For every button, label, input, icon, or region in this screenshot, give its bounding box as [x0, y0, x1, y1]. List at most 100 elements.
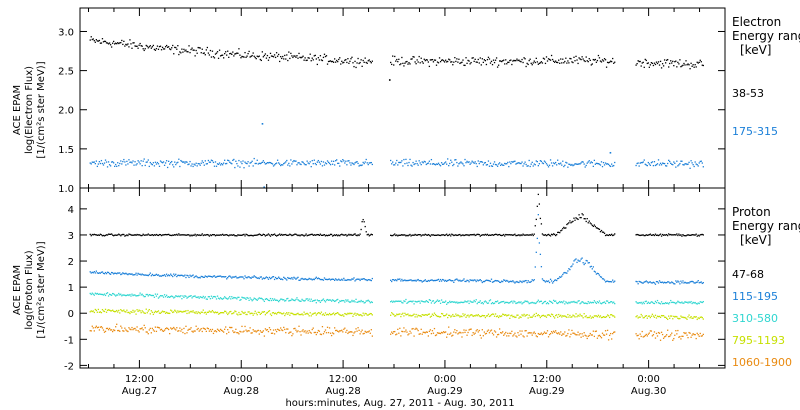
- data-point: [574, 316, 576, 318]
- proton-legend-entry-310-580: 310-580: [732, 312, 778, 325]
- data-point: [606, 314, 609, 316]
- data-point: [580, 315, 582, 317]
- data-point: [293, 159, 295, 162]
- data-point: [358, 62, 360, 65]
- data-point: [668, 303, 670, 305]
- data-point: [404, 300, 406, 303]
- data-point: [544, 315, 547, 317]
- data-point: [114, 311, 116, 313]
- data-point: [301, 313, 303, 315]
- data-point: [95, 293, 97, 295]
- data-point: [435, 315, 438, 317]
- data-point: [490, 314, 493, 316]
- data-point: [417, 61, 419, 63]
- y-tick-label: 2.0: [58, 106, 74, 117]
- data-point: [335, 234, 337, 237]
- data-point: [358, 300, 360, 302]
- data-point: [233, 158, 235, 161]
- data-point: [213, 275, 216, 277]
- data-point: [175, 273, 177, 275]
- data-point: [272, 165, 275, 167]
- data-point: [343, 61, 345, 64]
- data-point: [200, 311, 202, 313]
- data-point: [293, 313, 295, 316]
- data-point: [563, 62, 565, 64]
- data-point: [474, 161, 476, 163]
- data-point: [409, 330, 411, 332]
- data-point: [420, 163, 422, 166]
- data-point: [106, 309, 109, 312]
- data-point: [678, 164, 680, 166]
- data-point: [525, 300, 527, 303]
- data-point: [151, 234, 154, 236]
- data-point: [172, 234, 174, 236]
- data-point: [451, 301, 453, 303]
- data-point: [571, 221, 573, 223]
- data-point: [594, 58, 597, 61]
- data-point: [460, 235, 462, 237]
- data-point: [294, 313, 296, 316]
- data-point: [457, 314, 459, 316]
- data-point: [136, 309, 138, 311]
- data-point: [553, 331, 556, 333]
- data-point: [466, 334, 468, 336]
- data-point: [440, 59, 443, 61]
- data-point: [502, 313, 504, 315]
- data-point: [691, 317, 693, 319]
- data-point: [649, 302, 652, 304]
- data-point: [529, 302, 531, 304]
- data-point: [339, 314, 341, 316]
- data-point: [588, 334, 590, 337]
- data-point: [371, 277, 373, 280]
- data-point: [98, 272, 101, 274]
- data-point: [141, 164, 143, 167]
- data-point: [446, 280, 448, 282]
- data-point: [431, 163, 434, 165]
- data-point: [367, 163, 369, 166]
- data-point: [643, 66, 645, 69]
- data-point: [637, 60, 639, 62]
- data-point: [118, 233, 120, 235]
- data-point: [398, 234, 400, 236]
- data-point: [642, 161, 644, 163]
- data-point: [643, 316, 645, 319]
- data-point: [678, 63, 680, 65]
- data-point: [290, 331, 292, 333]
- data-point: [597, 302, 600, 304]
- data-point: [438, 300, 441, 302]
- data-point: [551, 302, 554, 304]
- data-point: [272, 233, 275, 236]
- data-point: [316, 331, 318, 334]
- data-point: [211, 233, 214, 236]
- data-point: [509, 280, 511, 283]
- data-point: [362, 161, 364, 164]
- data-point: [126, 44, 128, 46]
- data-point: [219, 164, 222, 166]
- data-point: [663, 336, 666, 338]
- data-point: [521, 330, 523, 332]
- data-point: [211, 328, 214, 331]
- data-point: [649, 330, 652, 332]
- data-point: [543, 315, 546, 317]
- data-point: [527, 301, 529, 303]
- data-point: [422, 280, 424, 282]
- data-point: [701, 162, 703, 164]
- data-point: [246, 330, 248, 333]
- data-point: [334, 300, 336, 303]
- data-point: [266, 234, 269, 236]
- data-point: [668, 315, 670, 317]
- data-point: [604, 281, 607, 283]
- data-point: [137, 310, 139, 313]
- data-point: [450, 301, 452, 304]
- data-point: [361, 329, 363, 331]
- data-point: [567, 302, 569, 305]
- data-point: [125, 43, 127, 46]
- data-point: [651, 301, 654, 303]
- data-point: [339, 235, 341, 237]
- data-point: [603, 334, 606, 336]
- proton-ylabel-line-2: log(Proton Flux): [24, 250, 35, 329]
- data-point: [490, 329, 493, 331]
- data-point: [90, 272, 92, 274]
- data-point: [667, 302, 669, 304]
- data-point: [368, 279, 370, 281]
